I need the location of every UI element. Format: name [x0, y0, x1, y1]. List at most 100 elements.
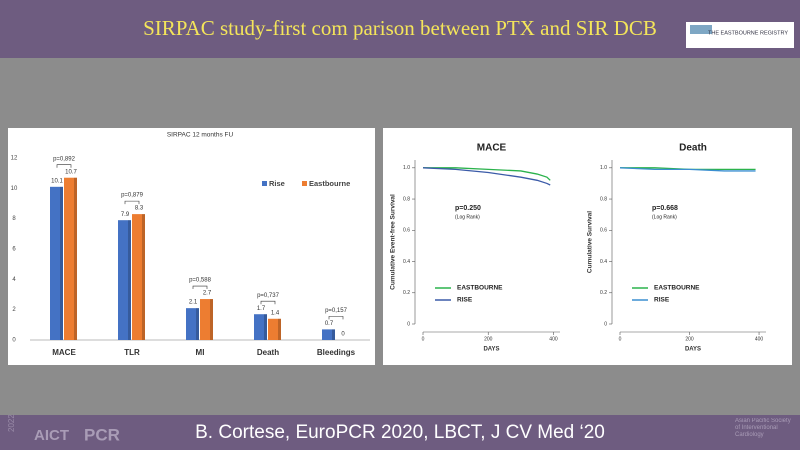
citation: B. Cortese, EuroPCR 2020, LBCT, J CV Med… [195, 422, 605, 443]
x-tick-label: 200 [685, 336, 694, 342]
slide-title: SIRPAC study-first com parison between P… [143, 16, 657, 40]
test-name: (Log Rank) [652, 214, 677, 220]
y-tick-label: 4 [12, 277, 16, 283]
y-tick-label: 12 [11, 156, 18, 162]
value-label: 1.4 [271, 310, 280, 316]
chart-title: MACE [477, 143, 507, 154]
x-tick-label: MACE [52, 348, 76, 357]
footer-logo: AICT [34, 427, 69, 444]
test-name: (Log Rank) [455, 214, 480, 220]
x-tick-label: TLR [124, 348, 140, 357]
y-tick-label: 10 [11, 186, 18, 192]
header-band [0, 0, 800, 58]
value-label: 2.1 [189, 300, 198, 306]
bar-shade [142, 214, 145, 340]
y-tick-label: 0.6 [403, 228, 410, 234]
p-bracket [56, 164, 72, 168]
p-value: p=0,157 [325, 308, 348, 314]
bar [200, 299, 213, 340]
bar-shade [74, 177, 77, 340]
y-tick-label: 0.2 [403, 290, 410, 296]
legend-label: EASTBOURNE [457, 285, 503, 292]
y-tick-label: 1.0 [600, 165, 607, 171]
x-tick-label: Death [257, 348, 279, 357]
y-axis-label: Cumulative Event-free Survival [390, 194, 397, 290]
y-tick-label: 0.4 [600, 259, 607, 265]
bar-shade [196, 308, 199, 340]
chart-title: SIRPAC 12 months FU [167, 132, 234, 139]
bar [254, 314, 267, 340]
survival-line [422, 167, 551, 186]
legend-label: Rise [269, 179, 285, 188]
x-tick-label: Bleedings [317, 348, 356, 357]
x-tick-label: 0 [422, 336, 425, 342]
y-tick-label: 0 [407, 321, 410, 327]
p-bracket [328, 316, 344, 320]
x-tick-label: 400 [755, 336, 764, 342]
bar-shade [332, 329, 335, 340]
bar-shade [264, 314, 267, 340]
x-tick-label: 400 [549, 336, 558, 342]
value-label: 1.7 [257, 306, 266, 312]
value-label: 0 [341, 332, 345, 338]
y-tick-label: 0 [604, 321, 607, 327]
bar [268, 318, 281, 340]
bar-shade [60, 186, 63, 340]
p-value: p=0.668 [652, 205, 678, 212]
footer-right: Asian Pacific Society of Interventional … [735, 418, 791, 438]
bar [64, 177, 77, 340]
y-tick-label: 0.4 [403, 259, 410, 265]
y-tick-label: 8 [12, 216, 16, 222]
legend-label: EASTBOURNE [654, 285, 700, 292]
y-tick-label: 1.0 [403, 165, 410, 171]
value-label: 10.1 [51, 178, 63, 184]
value-label: 10.7 [65, 169, 77, 175]
survival-line [619, 167, 756, 172]
y-tick-label: 0.8 [600, 196, 607, 202]
x-tick-label: 200 [484, 336, 493, 342]
logo-image [690, 25, 712, 34]
bar-shade [210, 299, 213, 340]
p-bracket [124, 200, 140, 205]
p-value: p=0.250 [455, 205, 481, 212]
chart-title: Death [679, 143, 707, 154]
y-tick-label: 2 [12, 307, 16, 313]
bar-shade [278, 318, 281, 340]
legend-swatch [262, 181, 267, 186]
y-tick-label: 6 [12, 247, 16, 253]
footer-logo: PCR [84, 425, 120, 444]
legend-label: Eastbourne [309, 179, 350, 188]
bar [322, 329, 335, 340]
p-bracket [260, 300, 276, 305]
bar [186, 308, 199, 340]
legend-label: RISE [654, 297, 670, 304]
logo-text: THE EASTBOURNE REGISTRY [708, 30, 788, 36]
y-tick-label: 0 [12, 338, 16, 344]
footer-right-text: Asian Pacific Society of Interventional … [735, 418, 791, 438]
p-value: p=0,879 [121, 193, 144, 199]
legend-label: RISE [457, 297, 473, 304]
x-tick-label: 0 [619, 336, 622, 342]
bar-shade [128, 220, 131, 340]
bar [132, 214, 145, 340]
y-tick-label: 0.6 [600, 228, 607, 234]
p-bracket [192, 285, 208, 290]
x-tick-label: MI [196, 348, 205, 357]
x-axis-label: DAYS [483, 347, 499, 353]
value-label: 2.7 [203, 291, 212, 297]
value-label: 0.7 [325, 321, 334, 327]
y-tick-label: 0.8 [403, 196, 410, 202]
bar [50, 186, 63, 340]
footer-year: 2022 [7, 414, 16, 432]
survival-line [423, 167, 551, 181]
legend-swatch [302, 181, 307, 186]
p-value: p=0,737 [257, 293, 280, 299]
bar [118, 220, 131, 340]
footer-band [0, 415, 800, 450]
y-tick-label: 0.2 [600, 290, 607, 296]
value-label: 7.9 [121, 212, 130, 218]
p-value: p=0,892 [53, 156, 76, 162]
value-label: 8.3 [135, 206, 144, 212]
